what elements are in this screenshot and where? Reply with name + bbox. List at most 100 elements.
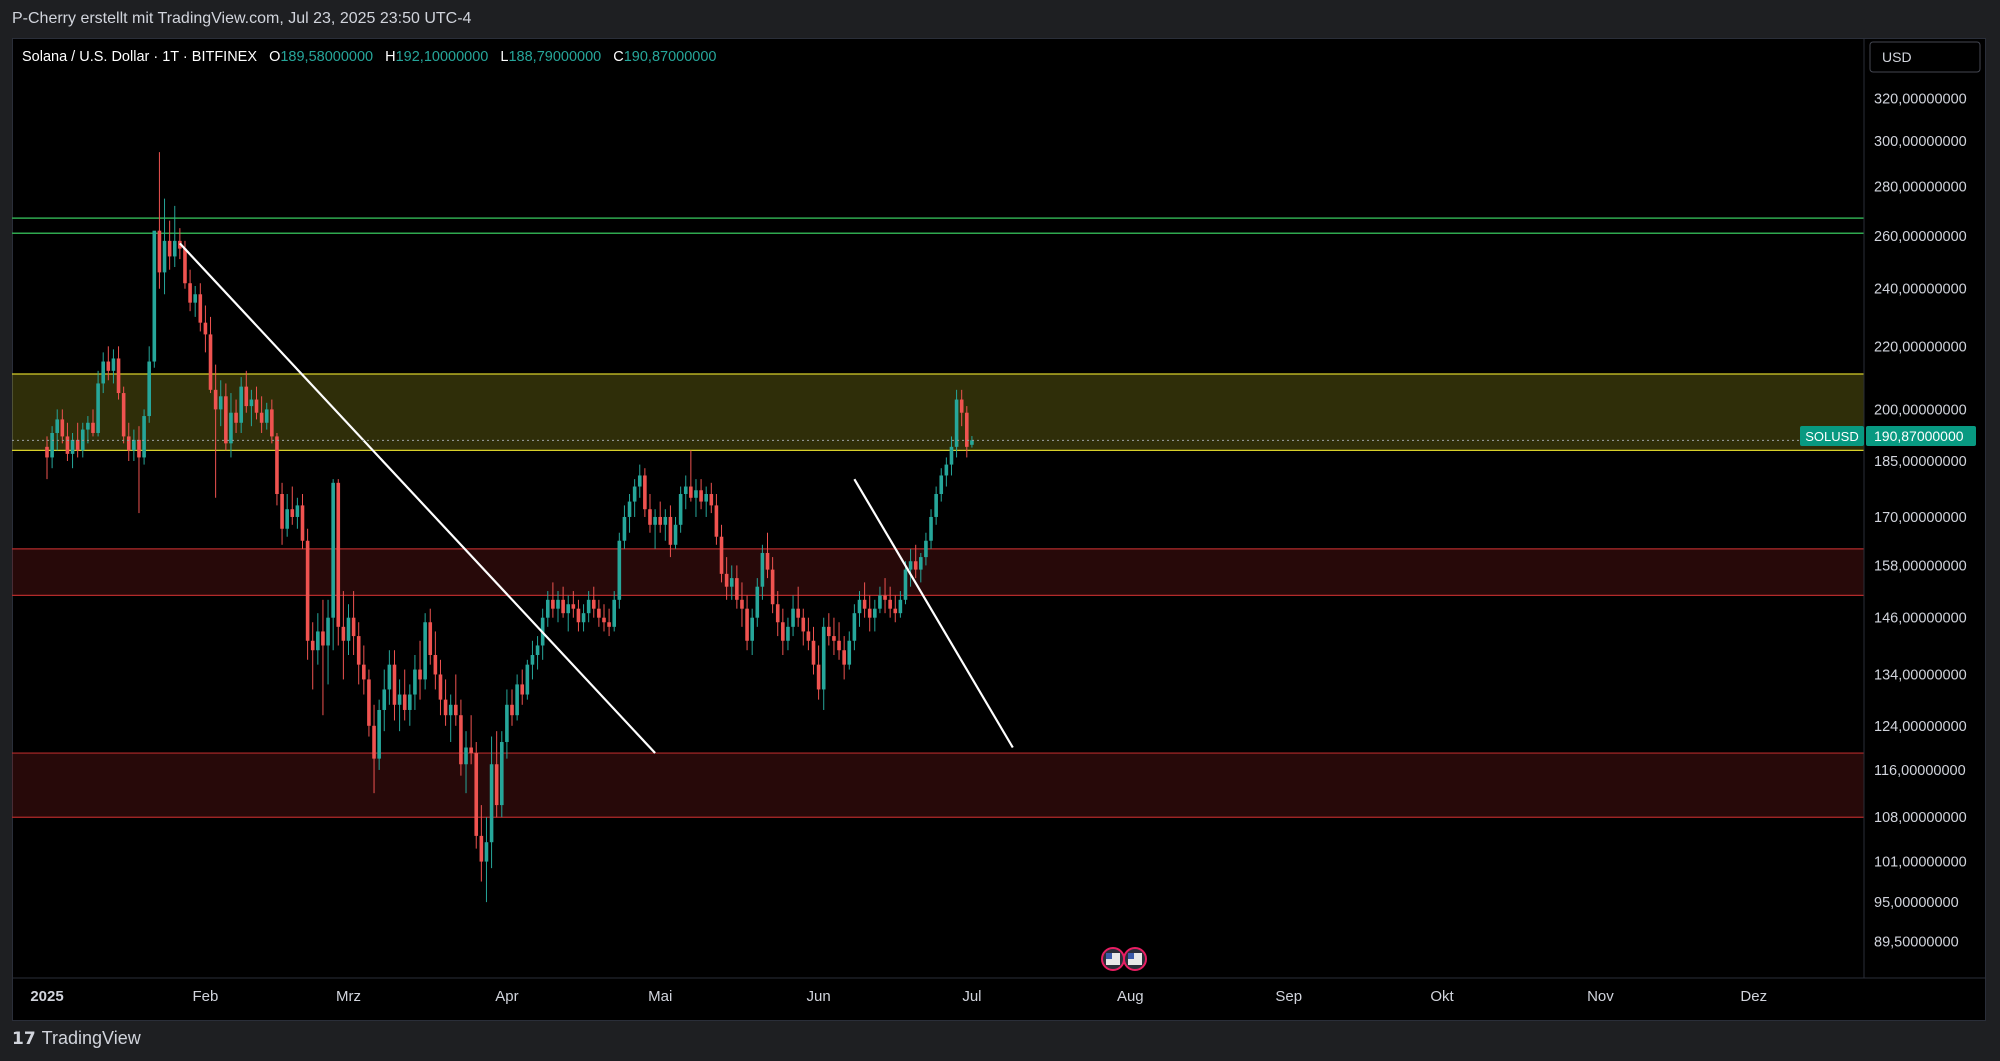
candle-body [750, 617, 754, 641]
candle-body [545, 599, 550, 618]
candle-body [270, 409, 274, 437]
candle-body [796, 608, 800, 618]
time-tick-label: Feb [192, 988, 218, 1005]
candle-body [45, 446, 49, 458]
tradingview-logo[interactable]: 17 TradingView [12, 1028, 141, 1049]
low-support-zone[interactable] [12, 753, 1864, 818]
candle-body [867, 608, 872, 618]
legend-close-label: C [613, 49, 623, 65]
candle-body [617, 540, 622, 600]
tradingview-brand: TradingView [41, 1028, 141, 1048]
chart-legend: Solana / U.S. Dollar · 1T · BITFINEX O18… [22, 49, 716, 65]
symbol-tag [1800, 426, 1864, 446]
last-price-value: 190,87000000 [1874, 428, 1964, 444]
candle-body [106, 361, 111, 371]
candle-body [244, 386, 249, 407]
candle-body [454, 704, 458, 716]
trendline[interactable] [179, 242, 656, 754]
candle-body [653, 516, 657, 525]
candle-body [862, 599, 867, 609]
resistance-zone[interactable] [12, 373, 1864, 451]
candle-body [924, 540, 928, 558]
candle-body [883, 595, 887, 600]
candle-body [377, 709, 381, 759]
candle-body [499, 742, 504, 806]
candle-body [791, 608, 795, 627]
candle-body [356, 636, 361, 665]
candle-body [612, 599, 617, 627]
symbol-tag-label: SOLUSD [1805, 429, 1858, 444]
price-chart[interactable]: Solana / U.S. Dollar · 1T · BITFINEX O18… [12, 38, 1986, 1021]
candle-body [694, 490, 698, 498]
candle-body [469, 747, 473, 754]
candle-body [806, 631, 811, 641]
candle-body [873, 608, 877, 618]
candle-body [321, 631, 325, 646]
candle-body [719, 536, 724, 574]
candle-body [295, 505, 300, 517]
candle-body [157, 230, 162, 273]
candle-body [264, 409, 269, 423]
candle-body [632, 486, 637, 502]
trendline[interactable] [853, 478, 1014, 749]
candle-body [132, 439, 136, 451]
candle-body [280, 494, 284, 529]
flag-canton [1106, 953, 1112, 959]
currency-selector[interactable] [1869, 41, 1981, 73]
candle-body [459, 715, 463, 765]
mid-support-zone[interactable] [12, 548, 1864, 596]
candle-body [648, 509, 652, 525]
candle-body [275, 436, 279, 495]
candle-body [525, 664, 530, 695]
candle-body [433, 654, 438, 675]
candle-body [745, 608, 749, 641]
chart-credit: P-Cherry erstellt mit TradingView.com, J… [12, 10, 472, 27]
time-tick-label: Aug [1117, 988, 1144, 1005]
price-tick-label: 280,00000000 [1874, 180, 1967, 196]
time-tick-label: 2025 [30, 988, 63, 1005]
candle-body [101, 361, 106, 384]
candle-body [801, 617, 806, 632]
candle-body [627, 501, 632, 517]
price-tick-label: 220,00000000 [1874, 339, 1967, 355]
candle-body [193, 294, 197, 303]
candle-body [448, 704, 453, 716]
candle-body [816, 664, 821, 690]
economic-events[interactable] [1101, 947, 1147, 971]
candle-body [689, 486, 693, 498]
candle-body [842, 650, 846, 665]
candle-body [285, 509, 289, 529]
candle-body [213, 389, 218, 410]
candle-body [239, 386, 243, 423]
candle-body [392, 664, 397, 705]
chart-container[interactable] [12, 38, 1986, 1021]
candle-body [714, 505, 719, 537]
candle-body [622, 516, 627, 541]
time-axis[interactable]: 2025 Feb Mrz Apr Mai Jun Jul Aug Sep Okt Nov Dez [30, 988, 1767, 1005]
time-tick-label: Dez [1740, 988, 1767, 1005]
candle-body [551, 599, 555, 609]
candle-body [418, 669, 422, 680]
candle-body [208, 334, 213, 390]
price-axis[interactable]: 320,00000000 300,00000000 280,00000000 260,… [1874, 91, 1967, 950]
candle-body [183, 248, 187, 284]
legend-open-label: O [269, 49, 280, 65]
candle-body [673, 524, 678, 545]
candle-body [198, 294, 203, 323]
candle-body [837, 640, 841, 651]
candle-body [290, 509, 295, 517]
time-tick-label: Sep [1275, 988, 1302, 1005]
candle-body [397, 694, 402, 705]
candle-body [561, 599, 565, 614]
candle-body [91, 422, 95, 433]
price-tick-label: 240,00000000 [1874, 282, 1967, 298]
candle-body [770, 569, 775, 605]
candle-body [576, 608, 581, 623]
candle-body [602, 617, 606, 623]
candle-body [827, 626, 831, 637]
candle-body [934, 494, 938, 517]
candle-body [857, 599, 862, 614]
candle-body [75, 439, 80, 451]
price-tick-label: 300,00000000 [1874, 134, 1967, 150]
candle-body [765, 552, 770, 570]
